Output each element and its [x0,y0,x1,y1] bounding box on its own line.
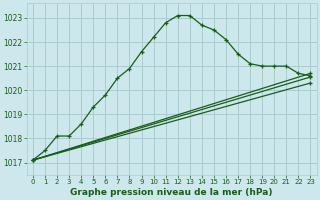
X-axis label: Graphe pression niveau de la mer (hPa): Graphe pression niveau de la mer (hPa) [70,188,273,197]
